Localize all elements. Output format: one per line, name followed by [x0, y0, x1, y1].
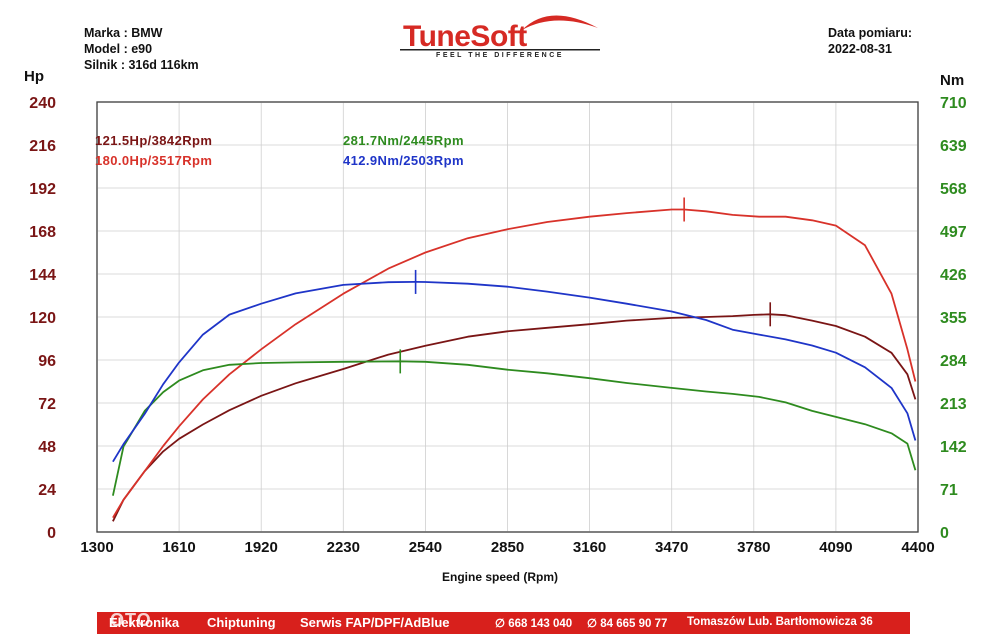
x-tick-label: 3160 — [573, 539, 606, 556]
logo-swoosh-icon — [522, 15, 598, 30]
peak-annotation: 412.9Nm/2503Rpm — [343, 153, 464, 168]
left-tick-label: 24 — [38, 482, 56, 499]
right-tick-label: 639 — [940, 138, 967, 155]
footer-address: Tomaszów Lub. Bartłomowicza 36 — [687, 616, 873, 628]
left-tick-label: 120 — [29, 310, 56, 327]
date-value: 2022-08-31 — [828, 42, 892, 56]
right-axis-title: Nm — [940, 72, 965, 89]
tunesoft-logo: TuneSoft FEEL THE DIFFERENCE — [400, 6, 602, 64]
logo-wordmark: TuneSoft — [403, 20, 527, 53]
right-tick-label: 213 — [940, 396, 967, 413]
x-tick-label: 2850 — [491, 539, 524, 556]
dyno-chart: 1300 1610 1920 2230 2540 2850 3160 3470 3780 4090… — [29, 95, 967, 556]
hp-tuned-curve — [112, 208, 917, 519]
x-tick-label: 2230 — [327, 539, 360, 556]
left-tick-label: 168 — [29, 224, 56, 241]
right-tick-label: 355 — [940, 310, 967, 327]
measurement-date: Data pomiaru: 2022-08-31 — [828, 25, 912, 57]
left-tick-label: 240 — [29, 95, 56, 112]
left-tick-label: 48 — [38, 439, 56, 456]
x-axis-title: Engine speed (Rpm) — [441, 570, 558, 584]
peak-annotation: 121.5Hp/3842Rpm — [95, 133, 212, 148]
footer-item: Chiptuning — [207, 615, 276, 630]
right-tick-label: 71 — [940, 482, 958, 499]
right-tick-label: 497 — [940, 224, 967, 241]
left-tick-label: 96 — [38, 353, 56, 370]
plot-border — [96, 101, 919, 533]
right-tick-label: 568 — [940, 181, 967, 198]
footer-item: Elektronika — [109, 615, 180, 630]
x-tick-label: 2540 — [409, 539, 442, 556]
hp-stock-curve — [112, 313, 917, 522]
logo-underline — [400, 49, 600, 51]
peak-annotation: 281.7Nm/2445Rpm — [343, 133, 464, 148]
left-tick-label: 216 — [29, 138, 56, 155]
torque-tuned-curve — [112, 280, 917, 463]
left-tick-label: 72 — [38, 396, 56, 413]
model-line: Model : e90 — [84, 42, 153, 56]
footer-item: Serwis FAP/DPF/AdBlue — [300, 615, 450, 630]
x-tick-label: 3780 — [737, 539, 770, 556]
right-tick-label: 142 — [940, 439, 967, 456]
engine-line: Silnik : 316d 116km — [84, 58, 199, 72]
right-tick-label: 710 — [940, 95, 967, 112]
footer-phone-2: ∅ 84 665 90 77 — [587, 618, 668, 630]
right-tick-label: 284 — [940, 353, 967, 370]
make-line: Marka : BMW — [84, 26, 163, 40]
footer-banner: Elektronika Chiptuning Serwis FAP/DPF/Ad… — [97, 612, 910, 634]
footer-phone-1: ∅ 668 143 040 — [495, 618, 573, 630]
x-tick-label: 4090 — [819, 539, 852, 556]
left-tick-label: 192 — [29, 181, 56, 198]
x-tick-label: 1610 — [162, 539, 195, 556]
x-tick-label: 1300 — [80, 539, 113, 556]
otomoto-watermark: OTO — [110, 610, 152, 630]
x-tick-label: 3470 — [655, 539, 688, 556]
left-tick-label: 144 — [29, 267, 56, 284]
logo-tagline: FEEL THE DIFFERENCE — [436, 52, 564, 59]
peak-annotation: 180.0Hp/3517Rpm — [95, 153, 212, 168]
torque-stock-curve — [112, 360, 917, 496]
right-tick-label: 0 — [940, 525, 949, 542]
x-tick-label: 1920 — [245, 539, 278, 556]
left-tick-label: 0 — [47, 525, 56, 542]
vehicle-info: Marka : BMW Model : e90 Silnik : 316d 11… — [84, 25, 199, 73]
left-axis-title: Hp — [24, 68, 44, 85]
x-tick-label: 4400 — [901, 539, 934, 556]
date-label: Data pomiaru: — [828, 26, 913, 40]
right-tick-label: 426 — [940, 267, 967, 284]
